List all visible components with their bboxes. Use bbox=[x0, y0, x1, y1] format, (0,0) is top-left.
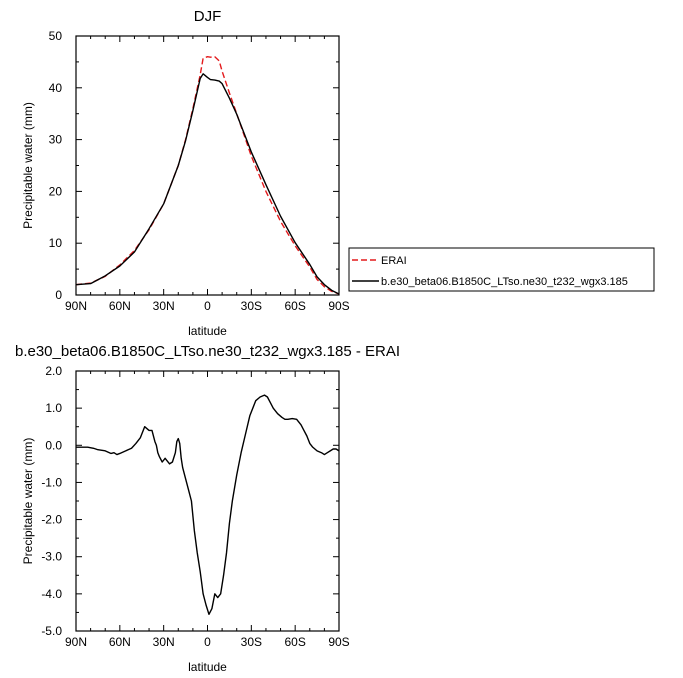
legend-label: b.e30_beta06.B1850C_LTso.ne30_t232_wgx3.… bbox=[381, 276, 628, 288]
y-tick-label: -2.0 bbox=[41, 513, 62, 527]
x-tick-label: 90N bbox=[65, 299, 87, 313]
y-tick-label: -1.0 bbox=[41, 475, 62, 489]
x-tick-label: 60N bbox=[109, 299, 131, 313]
x-tick-label: 30N bbox=[153, 299, 175, 313]
x-tick-label: 60S bbox=[284, 635, 305, 649]
y-tick-label: 2.0 bbox=[45, 364, 62, 378]
y-tick-label: 20 bbox=[49, 184, 63, 198]
y-axis-title: Precipitable water (mm) bbox=[21, 102, 35, 229]
y-tick-label: 40 bbox=[49, 81, 63, 95]
x-tick-label: 0 bbox=[204, 299, 211, 313]
x-tick-label: 30S bbox=[241, 635, 262, 649]
series-line-difference bbox=[76, 394, 340, 615]
x-tick-label: 90S bbox=[328, 299, 349, 313]
bottom-panel-difference: 90N 60N 30N 0 30S 60S 90S 2.0 1.0 0.0 -1.0 -2.0 -3.0… bbox=[15, 343, 400, 674]
y-tick-label: 30 bbox=[49, 133, 63, 147]
y-tick-label: 0 bbox=[55, 288, 62, 302]
y-tick-label: -5.0 bbox=[41, 624, 62, 638]
x-tick-label: 60N bbox=[109, 635, 131, 649]
y-tick-label: -4.0 bbox=[41, 587, 62, 601]
legend-box bbox=[348, 247, 655, 292]
x-tick-label: 90S bbox=[328, 635, 349, 649]
top-panel-djf: 90N 60N 30N 0 30S 60S 90S 0 10 20 30 40 50 DJF latitud… bbox=[21, 8, 350, 338]
series-line-erai bbox=[75, 56, 340, 295]
y-tick-label: 50 bbox=[49, 29, 63, 43]
series-line-model bbox=[75, 73, 340, 295]
x-tick-label: 0 bbox=[204, 635, 211, 649]
y-tick-label: 1.0 bbox=[45, 401, 62, 415]
x-tick-label: 30S bbox=[241, 299, 262, 313]
y-axis-title: Precipitable water (mm) bbox=[21, 438, 35, 565]
y-tick-label: 0.0 bbox=[45, 438, 62, 452]
legend: ERAI b.e30_beta06.B1850C_LTso.ne30_t232_w… bbox=[348, 247, 655, 292]
x-axis-title: latitude bbox=[188, 660, 227, 674]
x-tick-label: 60S bbox=[284, 299, 305, 313]
plot-frame bbox=[75, 370, 340, 632]
x-axis-title: latitude bbox=[188, 324, 227, 338]
x-tick-label: 90N bbox=[65, 635, 87, 649]
chart-title: b.e30_beta06.B1850C_LTso.ne30_t232_wgx3.… bbox=[15, 343, 400, 360]
y-tick-label: 10 bbox=[49, 236, 63, 250]
plot-frame bbox=[75, 35, 340, 296]
y-tick-label: -3.0 bbox=[41, 550, 62, 564]
chart-title: DJF bbox=[194, 8, 222, 25]
x-tick-label: 30N bbox=[153, 635, 175, 649]
legend-label: ERAI bbox=[381, 255, 407, 267]
